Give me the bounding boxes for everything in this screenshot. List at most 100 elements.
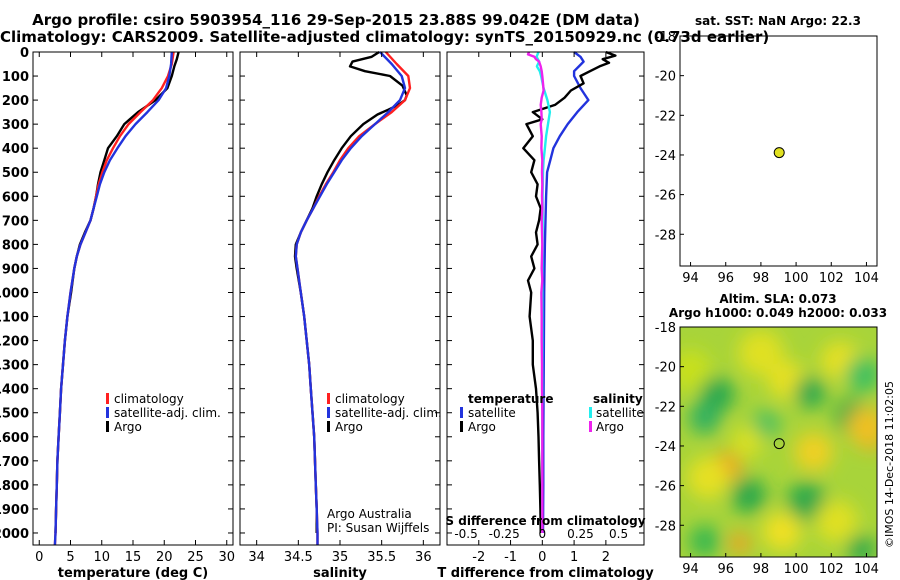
sla-map-frame bbox=[679, 326, 878, 558]
temperature-xtick-label: 30 bbox=[218, 550, 235, 565]
temperature-xlabel: temperature (deg C) bbox=[58, 566, 208, 580]
difference-top-tick-label: 0 bbox=[539, 527, 547, 541]
sla-argo-float-marker bbox=[773, 438, 785, 450]
salinity-xlabel: salinity bbox=[313, 566, 367, 580]
figure-title-line-2: Climatology: CARS2009. Satellite-adjuste… bbox=[0, 28, 770, 46]
depth-tick-label: 1100 bbox=[0, 311, 29, 326]
sla-anomaly-blob bbox=[688, 525, 721, 557]
salinity-panel: 34 34.5 35 35.5 36 salinity climatologysatelli… bbox=[239, 50, 442, 580]
sla-map-xtick-label: 100 bbox=[784, 562, 809, 577]
sla-anomaly-blob bbox=[845, 356, 877, 393]
depth-tick-label: 800 bbox=[2, 238, 29, 253]
sst-map-ytick-label: -26 bbox=[655, 189, 676, 204]
difference-top-tick-label: -0.5 bbox=[454, 527, 477, 541]
salinity-series-satellite-adj-clim- bbox=[294, 51, 407, 545]
depth-tick-label: 200 bbox=[2, 94, 29, 109]
sst-map-frame bbox=[679, 35, 878, 267]
sla-map-ytick-label: -20 bbox=[655, 361, 676, 376]
sla-map-ytick-label: -24 bbox=[655, 440, 676, 455]
sla-map-xtick-label: 104 bbox=[854, 562, 879, 577]
sst-map-xtick-label: 94 bbox=[682, 271, 699, 286]
salinity-xtick-label: 36 bbox=[415, 550, 432, 565]
credit-argo-australia: Argo Australia bbox=[327, 507, 412, 521]
depth-tick-label: 1000 bbox=[0, 286, 29, 301]
depth-tick-label: 100 bbox=[2, 70, 29, 85]
sst-map: 94 96 98 100 102 104 -18 -20 -22 -24 -26 -28 sat. SS… bbox=[655, 14, 879, 286]
sla-map-ytick-label: -26 bbox=[655, 480, 676, 495]
temperature-xtick-label: 10 bbox=[93, 550, 110, 565]
sla-map-xtick-label: 96 bbox=[717, 562, 734, 577]
difference-xtick-label: -2 bbox=[472, 550, 485, 565]
salinity-legend-swatch bbox=[327, 407, 330, 418]
sst-map-title: sat. SST: NaN Argo: 22.3 bbox=[695, 14, 861, 28]
difference-legend-label: Argo bbox=[468, 420, 496, 434]
temperature-legend-swatch bbox=[106, 407, 109, 418]
depth-tick-label: 400 bbox=[2, 142, 29, 157]
sst-map-xtick-label: 100 bbox=[784, 271, 809, 286]
sla-anomaly-blob bbox=[738, 329, 784, 376]
difference-legend-title-salinity: salinity bbox=[593, 392, 643, 406]
sla-anomaly-blob bbox=[794, 432, 834, 472]
sst-map-ytick-label: -18 bbox=[655, 30, 676, 45]
sla-anomaly-blob bbox=[847, 534, 876, 557]
sst-map-ytick-label: -28 bbox=[655, 228, 676, 243]
difference-legend-swatch bbox=[460, 407, 463, 418]
salinity-xtick-label: 34 bbox=[248, 550, 265, 565]
sla-anomaly-blob bbox=[762, 511, 802, 551]
difference-panel: -2 -1 0 1 2T difference from climatology -0.5… bbox=[437, 50, 654, 580]
sst-map-ytick-label: -22 bbox=[655, 109, 676, 124]
salinity-legend-swatch bbox=[327, 393, 330, 404]
sla-map: 94 96 98 100 102 104 -18 -20 -22 -24 -26 -28 Altim. … bbox=[655, 292, 887, 577]
salinity-legend-label: Argo bbox=[335, 420, 363, 434]
difference-top-tick-label: -0.25 bbox=[489, 527, 520, 541]
temperature-panel: 0 5 10 15 20 25 30 temperature (deg C) 0 100 200 30… bbox=[0, 46, 235, 580]
depth-tick-label: 1900 bbox=[0, 503, 29, 518]
difference-legend-label: satellite bbox=[596, 406, 644, 420]
depth-tick-label: 600 bbox=[2, 190, 29, 205]
sla-anomaly-blob bbox=[794, 376, 827, 409]
salinity-xtick-label: 35.5 bbox=[367, 550, 396, 565]
temperature-xtick-label: 20 bbox=[156, 550, 173, 565]
difference-series-t-satellite bbox=[541, 51, 590, 534]
depth-tick-label: 1400 bbox=[0, 383, 29, 398]
sla-map-ytick-label: -28 bbox=[655, 519, 676, 534]
depth-tick-label: 1800 bbox=[0, 479, 29, 494]
sla-anomaly-blob bbox=[787, 482, 827, 521]
difference-legend-swatch bbox=[460, 421, 463, 432]
sst-map-ytick-label: -20 bbox=[655, 70, 676, 85]
salinity-xtick-label: 35 bbox=[332, 550, 349, 565]
salinity-legend-label: satellite-adj. clim. bbox=[335, 406, 442, 420]
sla-anomaly-blob bbox=[730, 477, 767, 514]
sla-anomaly-blob bbox=[730, 426, 763, 458]
sla-map-ytick-label: -22 bbox=[655, 400, 676, 415]
sla-anomaly-blob bbox=[847, 406, 877, 446]
temperature-series-climatology bbox=[53, 51, 175, 546]
temperature-legend-swatch bbox=[106, 421, 109, 432]
sst-map-xtick-label: 96 bbox=[717, 271, 734, 286]
sla-map-xtick-label: 102 bbox=[819, 562, 844, 577]
temperature-series-argo bbox=[54, 51, 180, 534]
salinity-legend-swatch bbox=[327, 421, 330, 432]
difference-legend-label: satellite bbox=[468, 406, 516, 420]
sla-anomaly-blob bbox=[729, 532, 751, 554]
sla-map-ytick-label: -18 bbox=[655, 321, 676, 336]
difference-xtick-label: -1 bbox=[504, 550, 517, 565]
sst-map-ytick-label: -24 bbox=[655, 149, 676, 164]
depth-tick-label: 1600 bbox=[0, 431, 29, 446]
depth-tick-label: 1700 bbox=[0, 455, 29, 470]
sst-map-xtick-label: 102 bbox=[819, 271, 844, 286]
sst-argo-float-marker bbox=[773, 147, 785, 159]
difference-xtick-label: 1 bbox=[570, 550, 578, 565]
temperature-legend-label: climatology bbox=[114, 392, 184, 406]
depth-tick-label: 1500 bbox=[0, 407, 29, 422]
sla-map-title-2: Argo h1000: 0.049 h2000: 0.033 bbox=[669, 306, 887, 320]
temperature-legend-label: Argo bbox=[114, 420, 142, 434]
temperature-xtick-label: 25 bbox=[187, 550, 204, 565]
depth-tick-label: 700 bbox=[2, 214, 29, 229]
temperature-legend-swatch bbox=[106, 393, 109, 404]
depth-tick-label: 300 bbox=[2, 118, 29, 133]
sla-anomaly-blob bbox=[680, 349, 712, 392]
temperature-legend-label: satellite-adj. clim. bbox=[114, 406, 221, 420]
sla-map-xtick-label: 98 bbox=[753, 562, 770, 577]
